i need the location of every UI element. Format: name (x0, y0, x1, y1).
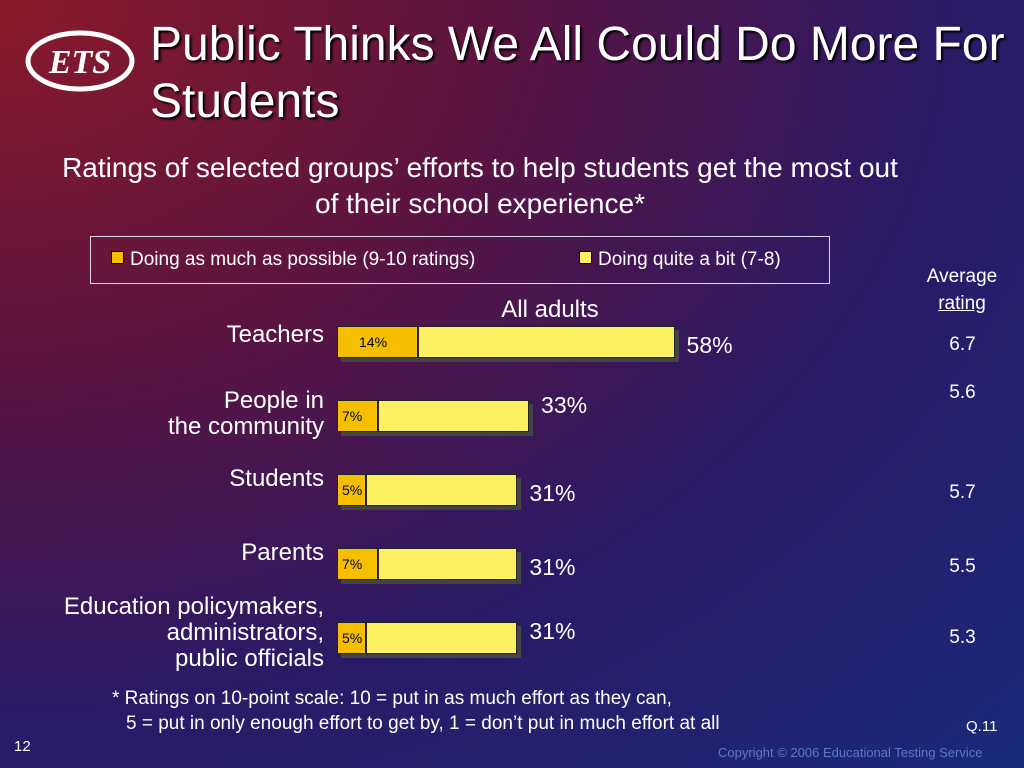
bar-segment-mid (377, 400, 530, 432)
legend-item-high: Doing as much as possible (9-10 ratings) (111, 249, 475, 271)
legend-label-mid: Doing quite a bit (7-8) (598, 249, 781, 270)
category-label: Students (229, 465, 324, 492)
legend-label-high: Doing as much as possible (9-10 ratings) (130, 249, 476, 270)
category-label: the community (167, 413, 324, 440)
average-rating-value: 6.7 (949, 334, 976, 355)
footnote-line2: 5 = put in only enough effort to get by,… (126, 713, 720, 734)
bar-total-label: 31% (529, 618, 576, 644)
page-number: 12 (14, 738, 31, 755)
legend-swatch-high (111, 251, 124, 264)
footnote: * Ratings on 10-point scale: 10 = put in… (112, 686, 720, 736)
slide-title: Public Thinks We All Could Do More For S… (150, 18, 1005, 128)
bar-segment-high (337, 548, 378, 580)
average-rating-value: 5.6 (949, 382, 976, 403)
bar-total-label: 58% (686, 332, 733, 358)
bar-total-label: 33% (541, 392, 588, 418)
category-label: Parents (241, 539, 324, 566)
average-header-line1: Average (926, 266, 998, 287)
footnote-line1: * Ratings on 10-point scale: 10 = put in… (112, 688, 672, 709)
group-label: All adults (501, 296, 599, 323)
category-label: administrators, (166, 619, 324, 646)
question-reference: Q.11 (966, 718, 998, 735)
category-label: Teachers (226, 321, 324, 348)
chart-subtitle: Ratings of selected groups’ efforts to h… (62, 152, 898, 219)
bar-inner-label: 5% (342, 630, 363, 646)
average-rating-value: 5.5 (949, 556, 976, 577)
bar-inner-label: 7% (342, 408, 363, 424)
copyright: Copyright © 2006 Educational Testing Ser… (718, 745, 983, 760)
category-label: People in (223, 387, 324, 414)
average-rating-value: 5.7 (949, 482, 976, 503)
legend-swatch-mid (579, 251, 592, 264)
bar-segment-high (337, 400, 378, 432)
ets-logo: ETS (25, 30, 135, 92)
bar-total-label: 31% (529, 480, 576, 506)
bar-segment-high (337, 474, 367, 506)
bar-inner-label: 5% (342, 482, 363, 498)
legend-item-mid: Doing quite a bit (7-8) (579, 249, 781, 271)
bar-inner-label: 14% (359, 334, 388, 350)
bar-segment-high (337, 622, 367, 654)
bar-total-label: 31% (529, 554, 576, 580)
category-label: Education policymakers, (63, 593, 324, 620)
bar-segment-high (337, 326, 419, 358)
bar-segment-mid (418, 326, 675, 358)
average-header-line2: rating (938, 293, 986, 314)
bar-segment-mid (377, 548, 518, 580)
logo-text: ETS (48, 44, 111, 81)
bar-segment-mid (366, 474, 518, 506)
average-rating-value: 5.3 (949, 627, 976, 648)
chart-legend: Doing as much as possible (9-10 ratings)… (90, 236, 830, 284)
category-label: public officials (175, 645, 324, 672)
average-rating-header: Average rating (912, 263, 1012, 317)
bar-inner-label: 7% (342, 556, 363, 572)
bar-segment-mid (366, 622, 518, 654)
